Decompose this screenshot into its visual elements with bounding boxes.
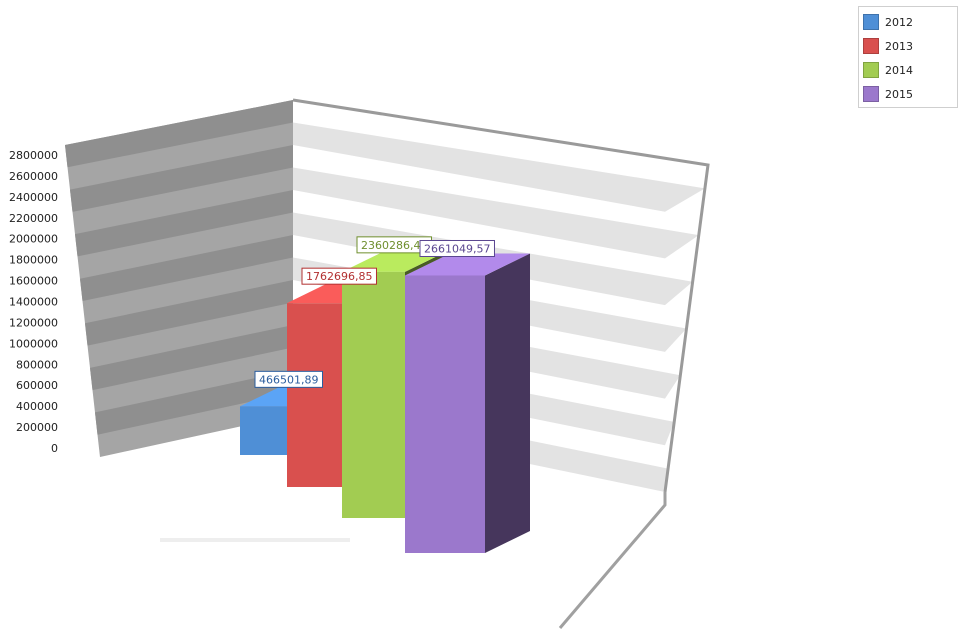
side-wall-band [85, 280, 293, 346]
y-tick-label: 1400000 [9, 296, 58, 309]
y-tick-label: 1800000 [9, 254, 58, 267]
y-tick-label: 2800000 [9, 149, 58, 162]
legend-item-2012: 2012 [863, 10, 953, 34]
data-label-box [419, 239, 495, 257]
y-tick-label: 1600000 [9, 275, 58, 288]
y-tick-label: 800000 [16, 358, 58, 371]
data-label-2014: 2360286,48 [356, 236, 432, 254]
data-label-box [301, 267, 377, 285]
bar-top-face [405, 253, 530, 276]
legend-item-2013: 2013 [863, 34, 953, 58]
legend-item-2014: 2014 [863, 58, 953, 82]
data-label-text: 466501,89 [259, 373, 319, 386]
side-wall-band [65, 100, 293, 168]
side-wall-band [70, 145, 293, 212]
legend-swatch [863, 86, 879, 102]
y-tick-label: 200000 [16, 421, 58, 434]
y-tick-label: 1200000 [9, 316, 58, 329]
y-tick-label: 400000 [16, 400, 58, 413]
y-tick-label: 1000000 [9, 337, 58, 350]
back-wall-frame [292, 98, 710, 493]
wall-band [293, 122, 705, 212]
data-label-text: 2360286,48 [361, 239, 427, 252]
bar-front-face [342, 271, 405, 518]
y-tick-label: 600000 [16, 379, 58, 392]
legend-swatch [863, 38, 879, 54]
wall-band [293, 167, 699, 259]
side-wall-band [90, 325, 293, 391]
side-wall-band [80, 235, 293, 301]
legend-label: 2013 [885, 39, 913, 53]
y-tick-label: 0 [51, 442, 58, 455]
y-tick-label: 2000000 [9, 233, 58, 246]
legend-swatch [863, 14, 879, 30]
legend-label: 2012 [885, 15, 913, 29]
data-label-2012: 466501,89 [254, 370, 323, 388]
data-label-2013: 1762696,85 [301, 267, 377, 285]
y-tick-label: 2600000 [9, 170, 58, 183]
data-label-text: 2661049,57 [424, 242, 490, 255]
legend: 2012 2013 2014 2015 [858, 6, 958, 108]
legend-swatch [863, 62, 879, 78]
floor-edge [558, 492, 667, 629]
bar-side-face [485, 253, 530, 553]
legend-item-2015: 2015 [863, 82, 953, 106]
legend-label: 2014 [885, 63, 913, 77]
legend-label: 2015 [885, 87, 913, 101]
bar-front-face [240, 406, 290, 455]
side-wall-band [95, 370, 293, 435]
side-wall-band [75, 190, 293, 257]
data-label-box [254, 370, 323, 388]
y-tick-label: 2400000 [9, 191, 58, 204]
y-tick-label: 2200000 [9, 212, 58, 225]
data-label-2015: 2661049,57 [419, 239, 495, 257]
bar-front-face [405, 275, 485, 553]
bar-front-face [287, 303, 344, 487]
bar-2015 [405, 253, 530, 553]
data-label-text: 1762696,85 [306, 270, 372, 283]
